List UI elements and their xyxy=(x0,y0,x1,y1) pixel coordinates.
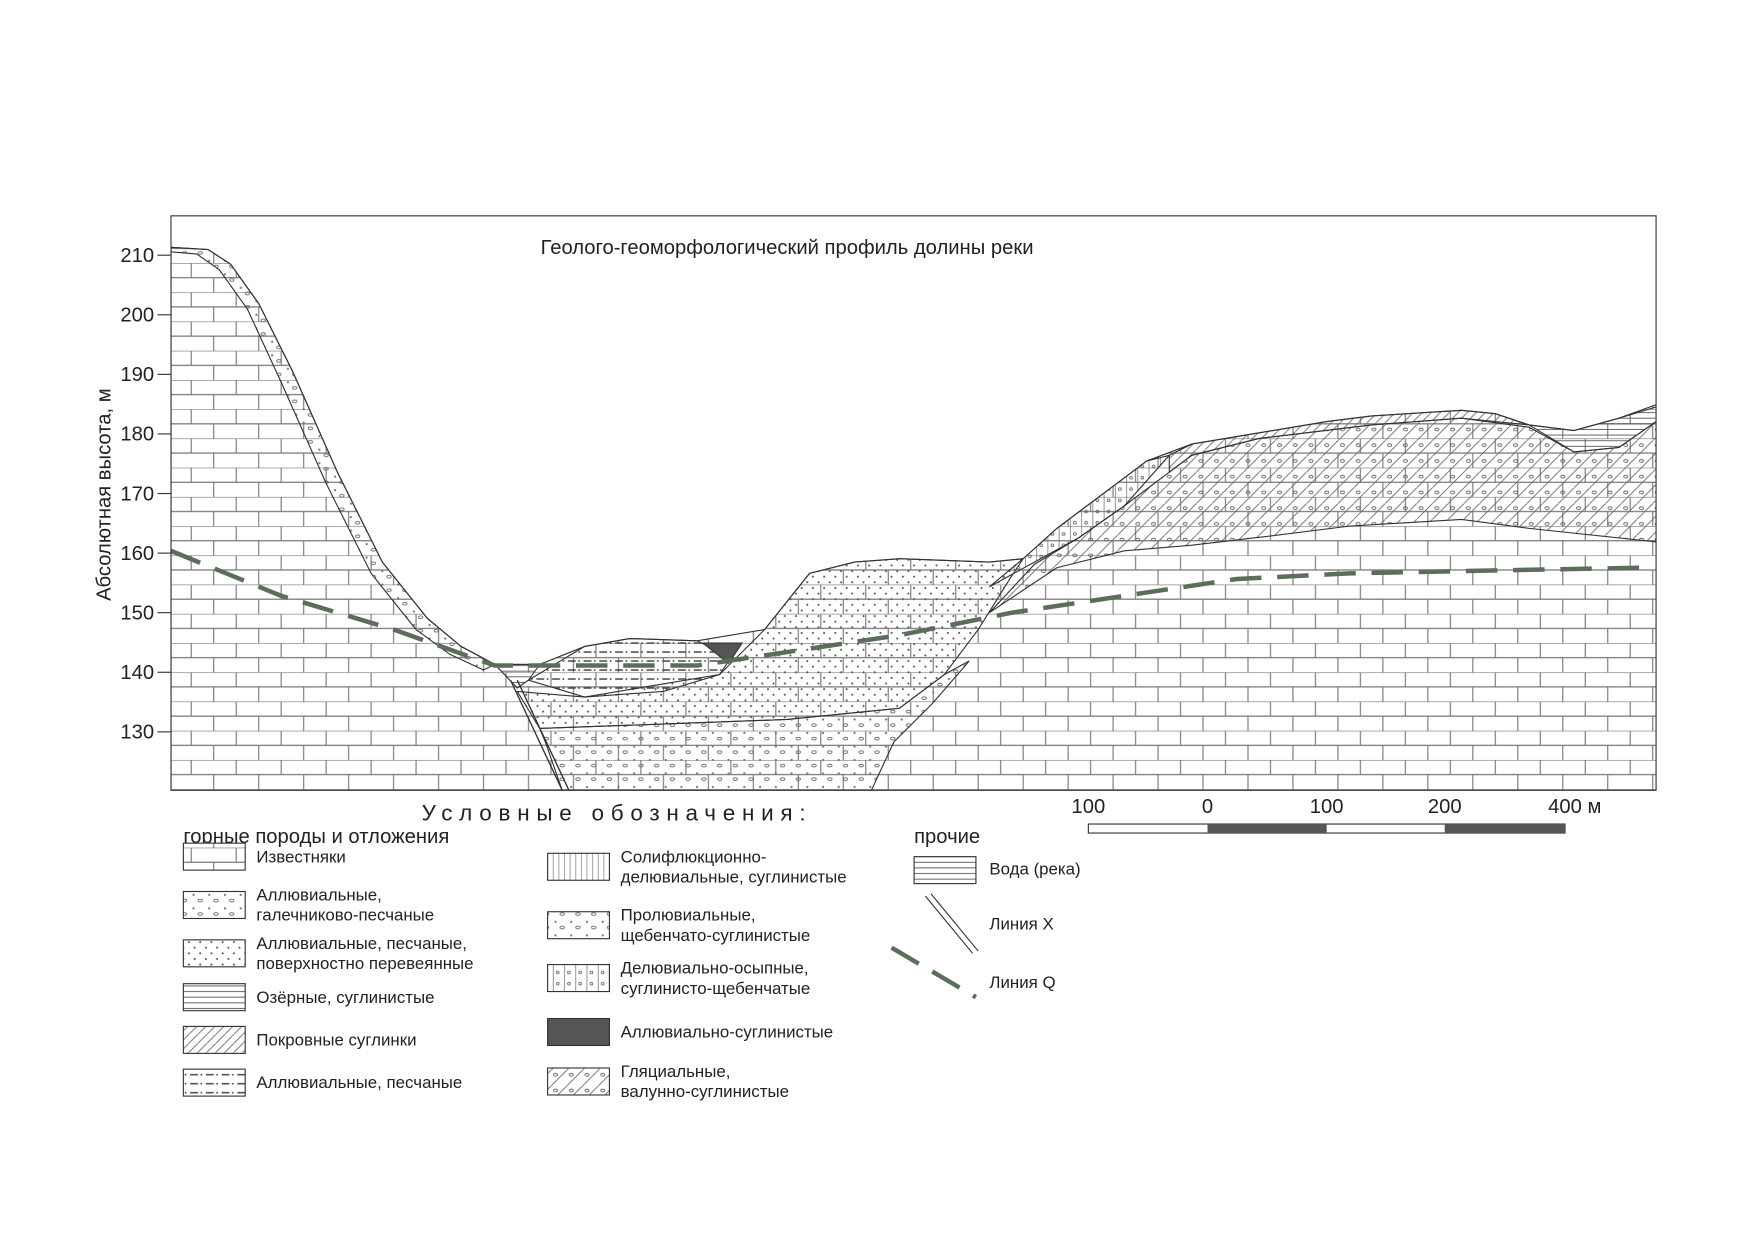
legend-label: Линия Q xyxy=(989,973,1055,992)
y-tick-label: 200 xyxy=(120,305,154,327)
legend-label: Гляциальные, xyxy=(621,1062,731,1081)
legend-swatch xyxy=(547,911,611,940)
legend-swatch xyxy=(182,1068,246,1097)
legend-label: валунно-суглинистые xyxy=(621,1082,789,1101)
legend-swatch xyxy=(547,852,611,881)
y-tick-label: 180 xyxy=(120,424,154,446)
legend-swatch xyxy=(913,856,977,885)
scale-label: 100 xyxy=(1071,796,1105,818)
y-tick-label: 130 xyxy=(120,722,154,744)
y-ticks: 210 200 190 180 170 160 150 140 130 xyxy=(120,245,171,744)
scale-label: 0 xyxy=(1202,796,1213,818)
legend-swatch xyxy=(182,983,246,1012)
legend-label: Солифлюкционно- xyxy=(621,847,767,866)
scale-label: 200 xyxy=(1428,796,1462,818)
legend-label: Аллювиальные, песчаные xyxy=(256,1073,462,1092)
legend-label: Пролювиальные, xyxy=(621,906,756,925)
scale-bar: 100 0 100 200 400 м xyxy=(1071,796,1601,834)
profile xyxy=(170,246,1657,791)
y-tick-label: 210 xyxy=(120,245,154,267)
legend-swatch xyxy=(890,945,978,1000)
legend-heading: Условные обозначения: xyxy=(422,801,813,826)
legend-label: делювиальные, суглинистые xyxy=(621,868,847,887)
y-tick-label: 150 xyxy=(120,602,154,624)
legend-label: Покровные суглинки xyxy=(256,1031,416,1050)
legend-swatch xyxy=(547,964,611,993)
legend-swatch xyxy=(182,842,246,871)
legend-label: суглинисто-щебенчатые xyxy=(621,979,811,998)
legend-swatch xyxy=(182,939,246,968)
y-tick-label: 160 xyxy=(120,543,154,565)
legend-swatch xyxy=(182,1025,246,1054)
legend-swatch xyxy=(547,1017,611,1047)
legend-group-title: прочие xyxy=(914,826,980,848)
legend-label: Аллювиальные, песчаные, xyxy=(256,934,467,953)
legend-label: поверхностно перевеянные xyxy=(256,954,473,973)
legend-label: Озёрные, суглинистые xyxy=(256,988,434,1007)
title: Геолого-геоморфологический профиль долин… xyxy=(541,237,1034,259)
legend-swatch xyxy=(547,1067,611,1096)
legend-label: Линия X xyxy=(989,915,1053,934)
legend: Известняки Аллювиальные, галечниково-песча… xyxy=(182,842,1081,1101)
legend-label: Известняки xyxy=(256,847,345,866)
legend-swatch xyxy=(924,893,979,954)
legend-label: Делювиально-осыпные, xyxy=(621,959,809,978)
y-tick-label: 170 xyxy=(120,483,154,505)
legend-label: Аллювиальные, xyxy=(256,885,381,904)
y-axis-label: Абсолютная высота, м xyxy=(93,388,115,601)
scale-label: 100 xyxy=(1310,796,1344,818)
scale-label: 400 xyxy=(1548,796,1582,818)
legend-label: щебенчато-суглинистые xyxy=(621,926,811,945)
legend-label: галечниково-песчаные xyxy=(256,906,434,925)
legend-label: Аллювиально-суглинистые xyxy=(621,1023,834,1042)
y-tick-label: 190 xyxy=(120,364,154,386)
y-tick-label: 140 xyxy=(120,662,154,684)
frame xyxy=(170,215,1657,791)
scale-unit: м xyxy=(1587,796,1601,818)
legend-label: Вода (река) xyxy=(989,860,1080,879)
legend-group-title: горные породы и отложения xyxy=(183,826,449,848)
legend-swatch xyxy=(182,890,246,920)
